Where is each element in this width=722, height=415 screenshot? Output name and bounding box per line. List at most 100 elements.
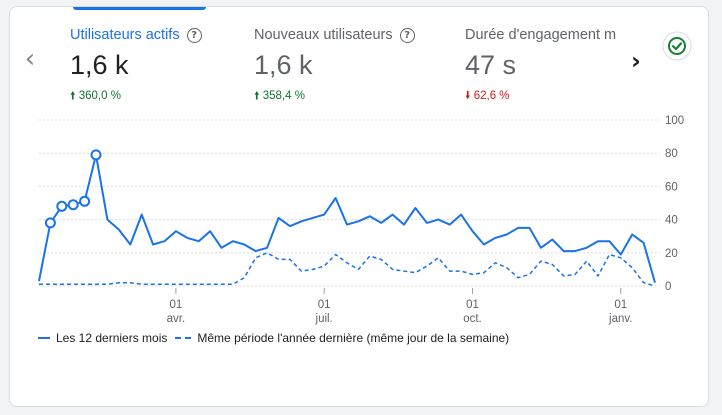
data-point bbox=[323, 265, 325, 267]
legend-item-current[interactable]: Les 12 derniers mois bbox=[38, 331, 167, 345]
active-tab-indicator bbox=[73, 7, 206, 10]
data-point bbox=[106, 283, 108, 285]
metric-active-users[interactable]: Utilisateurs actifs ? 1,6 k 🠙 360,0 % bbox=[70, 27, 202, 107]
data-point bbox=[403, 224, 405, 226]
data-point bbox=[357, 220, 359, 222]
data-point bbox=[414, 207, 416, 209]
y-tick-label: 0 bbox=[665, 281, 671, 293]
help-circle-icon[interactable]: ? bbox=[186, 27, 202, 43]
data-point bbox=[483, 244, 485, 246]
data-point bbox=[84, 283, 86, 285]
data-point bbox=[574, 273, 576, 275]
data-point bbox=[232, 240, 234, 242]
check-circle-icon[interactable] bbox=[662, 31, 692, 61]
metric-label: Nouveaux utilisateurs bbox=[254, 27, 393, 43]
data-point bbox=[551, 239, 553, 241]
data-point bbox=[631, 267, 633, 269]
data-point bbox=[346, 262, 348, 264]
data-point bbox=[551, 263, 553, 265]
data-point bbox=[300, 270, 302, 272]
data-point bbox=[312, 268, 314, 270]
data-point bbox=[620, 254, 622, 256]
x-tick-label: 01 bbox=[466, 299, 479, 311]
solid-line-swatch bbox=[38, 337, 50, 339]
data-point bbox=[449, 224, 451, 226]
data-point bbox=[141, 214, 143, 216]
data-point bbox=[323, 214, 325, 216]
data-point bbox=[255, 257, 257, 259]
data-point bbox=[460, 270, 462, 272]
data-point-marker[interactable] bbox=[90, 149, 102, 161]
data-point bbox=[608, 254, 610, 256]
y-tick-label: 80 bbox=[665, 148, 678, 160]
data-point bbox=[278, 258, 280, 260]
data-point bbox=[106, 219, 108, 221]
data-point bbox=[266, 247, 268, 249]
data-point bbox=[506, 267, 508, 269]
data-point bbox=[266, 252, 268, 254]
data-point bbox=[597, 240, 599, 242]
arrow-up-icon: 🠙 bbox=[70, 89, 76, 102]
y-tick-label: 20 bbox=[665, 248, 678, 260]
data-point-marker[interactable] bbox=[67, 199, 79, 211]
data-point bbox=[300, 220, 302, 222]
data-point bbox=[49, 283, 51, 285]
data-point bbox=[312, 217, 314, 219]
series-line-previous-year bbox=[39, 252, 656, 287]
data-point bbox=[392, 214, 394, 216]
data-point bbox=[529, 227, 531, 229]
data-point bbox=[540, 247, 542, 249]
arrow-up-icon: 🠙 bbox=[254, 89, 260, 102]
data-point bbox=[426, 265, 428, 267]
data-point bbox=[198, 240, 200, 242]
y-tick-label: 60 bbox=[665, 181, 678, 193]
data-point bbox=[494, 262, 496, 264]
data-point bbox=[175, 230, 177, 232]
data-point bbox=[289, 225, 291, 227]
data-point bbox=[186, 237, 188, 239]
data-point bbox=[449, 270, 451, 272]
dashed-line-swatch bbox=[175, 337, 192, 339]
chevron-left-icon[interactable]: ‹ bbox=[18, 45, 42, 73]
data-point bbox=[460, 214, 462, 216]
x-tick-label: 01 bbox=[614, 299, 627, 311]
data-point bbox=[654, 285, 656, 287]
x-tick-label: juil. bbox=[315, 313, 333, 325]
line-chart: 0 20 40 60 80 100 01 avr. 01 juil. 01 oct. 01 janv. bbox=[38, 115, 684, 325]
metric-delta: 🠙 360,0 % bbox=[70, 89, 121, 102]
data-point bbox=[255, 250, 257, 252]
data-point bbox=[506, 234, 508, 236]
data-point bbox=[243, 277, 245, 279]
help-circle-icon[interactable]: ? bbox=[399, 27, 415, 43]
data-point-marker[interactable] bbox=[79, 195, 91, 207]
data-point bbox=[221, 247, 223, 249]
data-point bbox=[232, 283, 234, 285]
metric-value: 47 s bbox=[465, 50, 517, 80]
data-point bbox=[141, 283, 143, 285]
metric-label: Durée d'engagement m bbox=[465, 27, 617, 43]
x-tick-label: janv. bbox=[608, 313, 632, 325]
data-point bbox=[175, 283, 177, 285]
data-point bbox=[61, 283, 63, 285]
data-point bbox=[164, 283, 166, 285]
metric-delta: 🠛 62,6 % bbox=[465, 89, 510, 102]
data-point-marker[interactable] bbox=[56, 200, 68, 212]
data-point bbox=[198, 283, 200, 285]
data-point bbox=[426, 222, 428, 224]
data-point bbox=[437, 219, 439, 221]
y-tick-label: 40 bbox=[665, 215, 678, 227]
legend-item-previous[interactable]: Même période l'année dernière (même jour… bbox=[175, 331, 509, 345]
data-point bbox=[164, 240, 166, 242]
x-tick-label: avr. bbox=[167, 313, 186, 325]
metric-engagement-time[interactable]: Durée d'engagement m 47 s 🠛 62,6 % bbox=[465, 27, 617, 107]
data-point bbox=[517, 227, 519, 229]
metric-new-users[interactable]: Nouveaux utilisateurs ? 1,6 k 🠙 358,4 % bbox=[254, 27, 415, 107]
data-point bbox=[118, 229, 120, 231]
data-point bbox=[620, 257, 622, 259]
data-point bbox=[586, 247, 588, 249]
data-point bbox=[152, 244, 154, 246]
data-point-marker[interactable] bbox=[44, 217, 56, 229]
chevron-right-icon[interactable]: › bbox=[624, 47, 648, 75]
data-point bbox=[72, 283, 74, 285]
data-point bbox=[289, 258, 291, 260]
